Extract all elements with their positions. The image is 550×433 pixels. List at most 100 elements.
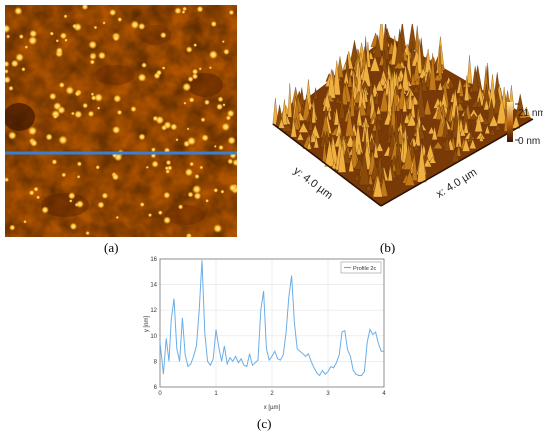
grain-dot [198, 67, 202, 71]
grain-dot [196, 5, 204, 13]
surface-peak [433, 74, 442, 81]
grain-dot [177, 204, 184, 210]
grain-dot [41, 206, 49, 214]
grain-dot [208, 66, 212, 70]
surface-peak [348, 157, 355, 172]
grain-dot [29, 29, 38, 38]
grain-dot [192, 184, 202, 194]
grain-dot [139, 202, 145, 207]
surface-peak [416, 39, 423, 74]
grain-dot [58, 82, 65, 88]
grain-dot [182, 6, 188, 12]
surface-peak [379, 176, 388, 197]
grain-dot [138, 22, 146, 31]
y-tick-label: 10 [150, 334, 157, 340]
grain-dot [6, 34, 11, 39]
surface-peak [451, 147, 460, 163]
surface-peak [338, 94, 346, 119]
grain-dot [5, 24, 11, 34]
grain-dot [90, 92, 95, 96]
surface-peak [408, 86, 413, 110]
panel-label-c: (c) [257, 416, 272, 431]
surface-peak [410, 71, 416, 86]
grain-dot [64, 38, 68, 42]
plot-frame [159, 258, 385, 388]
surface-peak [402, 94, 407, 112]
grain-dot [165, 169, 171, 174]
surface-peak [412, 85, 421, 93]
surface-peak [332, 60, 341, 96]
y-tick-label: 14 [150, 283, 157, 289]
surface-peak [368, 173, 373, 185]
surface-peak [368, 137, 376, 151]
grain-dot [51, 159, 58, 165]
surface-peak [496, 95, 507, 124]
surface-peak [464, 75, 470, 101]
grain-dot [141, 62, 148, 69]
surface-peak [413, 143, 420, 151]
grain-dot [225, 115, 232, 121]
surface-peak [311, 96, 317, 124]
grain-dot [55, 39, 60, 43]
surface-peak [296, 132, 304, 141]
surface-peak [425, 71, 432, 88]
grain-dot [9, 224, 16, 231]
surface-peak [479, 134, 484, 142]
surface-peak [461, 137, 471, 152]
grain-dot [95, 165, 100, 170]
grain-dot [96, 106, 101, 110]
grain-dot [163, 216, 172, 225]
surface-peak [469, 138, 477, 149]
surface-peaks [272, 24, 531, 198]
grain-dot [213, 223, 223, 234]
grain-dot [94, 93, 104, 103]
grain-dot [97, 51, 106, 60]
grain-dot [36, 195, 41, 200]
surface-peak [347, 72, 353, 88]
legend-label: Profile 2c [353, 266, 377, 272]
grain-dot [10, 59, 19, 68]
grain-dot [205, 198, 210, 203]
grain-dot [137, 73, 147, 83]
grain-dot [81, 5, 89, 11]
grain-dot [183, 101, 187, 105]
grain-dot [14, 6, 23, 16]
surface-peak [447, 77, 455, 89]
surface-peak [350, 131, 358, 169]
grain-dot [151, 160, 159, 168]
surface-peak [306, 140, 312, 150]
grain-dot [5, 177, 10, 183]
surface-peak [428, 156, 437, 164]
surface-peak [334, 96, 342, 104]
grain-dot [45, 133, 53, 141]
surface-peak [423, 158, 432, 168]
z-scale-top: 21 nm [518, 108, 543, 119]
surface-peak [415, 120, 421, 147]
grain-dot [213, 144, 217, 148]
grain-dot [23, 219, 27, 224]
surface-peak [331, 161, 338, 170]
grain-dot [69, 222, 78, 231]
grain-dot [208, 50, 218, 60]
grain-dot [204, 99, 210, 106]
grain-dot [82, 102, 89, 109]
grain-dot [228, 183, 237, 192]
grain-dot [217, 96, 224, 103]
y-tick-label: 8 [154, 359, 158, 365]
surface-peak [459, 126, 466, 137]
grain-dot [138, 133, 146, 141]
grain-dot [232, 158, 237, 167]
z-scale-bottom: 0 nm [518, 136, 540, 147]
grain-dot [199, 165, 204, 170]
surface-peak [365, 183, 372, 192]
grain-dot [88, 40, 98, 50]
grain-dot [102, 21, 106, 25]
afm-3d-surface: 21 nm 0 nm y: 4.0 µm x: 4.0 µm [272, 24, 543, 207]
x-tick-label: 0 [158, 391, 162, 397]
y-tick-label: 16 [150, 257, 157, 263]
grain-dot [222, 103, 226, 107]
x-tick-label: 4 [382, 391, 386, 397]
grain-dot [200, 117, 206, 123]
surface-peak [431, 125, 438, 140]
surface-peak [356, 106, 363, 126]
